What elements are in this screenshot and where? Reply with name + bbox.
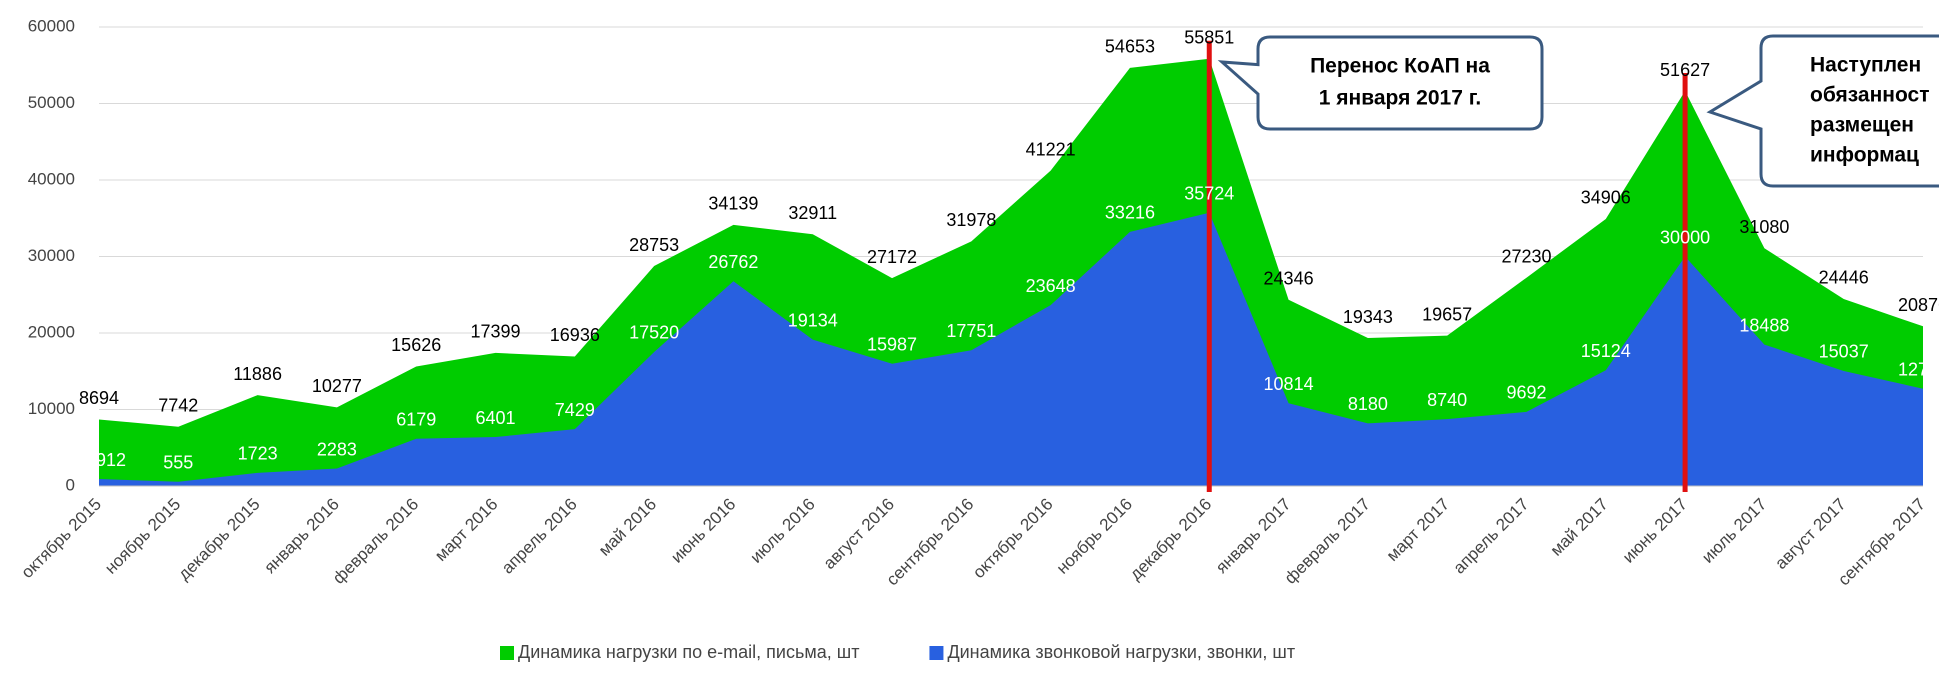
data-label: 17520: [629, 323, 679, 343]
data-label: 912: [96, 450, 126, 470]
data-label: 19657: [1422, 304, 1472, 324]
data-label: 11886: [233, 364, 282, 384]
callout: [1217, 35, 1544, 131]
data-label: 15124: [1581, 341, 1631, 361]
data-label: 10814: [1264, 374, 1314, 394]
y-tick-label: 50000: [28, 93, 75, 112]
data-label: 7742: [158, 396, 198, 416]
x-tick-label: октябрь 2015: [18, 495, 105, 582]
data-label: 26762: [708, 252, 758, 272]
data-label: 24446: [1819, 268, 1869, 288]
data-label: 18488: [1739, 315, 1789, 335]
data-label: 6179: [396, 409, 436, 429]
data-label: 1723: [238, 444, 278, 464]
x-tick-label: ноябрь 2015: [101, 495, 184, 578]
data-label: 6401: [475, 408, 515, 428]
x-tick-label: январь 2016: [260, 495, 343, 578]
data-label: 8740: [1427, 390, 1467, 410]
y-tick-label: 0: [66, 475, 75, 494]
data-label: 31080: [1739, 217, 1789, 237]
data-label: 17751: [946, 321, 996, 341]
x-tick-label: февраль 2017: [1281, 495, 1374, 588]
data-label: 16936: [550, 325, 600, 345]
data-label: 23648: [1026, 276, 1076, 296]
data-label: 8180: [1348, 394, 1388, 414]
x-tick-label: май 2016: [595, 495, 660, 560]
data-label: 54653: [1105, 37, 1155, 57]
x-tick-label: март 2017: [1383, 495, 1453, 565]
data-label: 15037: [1819, 342, 1869, 362]
data-label: 27172: [867, 247, 917, 267]
x-tick-label: июль 2017: [1698, 495, 1770, 567]
x-tick-label: февраль 2016: [329, 495, 422, 588]
data-label: 15626: [391, 335, 441, 355]
x-tick-label: июнь 2016: [667, 495, 739, 567]
data-label: 19343: [1343, 307, 1393, 327]
annotation: размещен: [1810, 114, 1914, 137]
annotation: Перенос КоАП на: [1310, 55, 1490, 78]
x-tick-label: июнь 2017: [1619, 495, 1691, 567]
legend-swatch: [929, 646, 944, 660]
data-label: 34906: [1581, 188, 1631, 208]
x-tick-label: апрель 2017: [1450, 495, 1533, 578]
data-label: 15987: [867, 334, 917, 354]
x-tick-label: март 2016: [431, 495, 501, 565]
data-label: 41221: [1026, 139, 1076, 159]
legend-label: Динамика звонковой нагрузки, звонки, шт: [947, 642, 1295, 662]
legend-swatch: [500, 646, 514, 660]
area: [99, 58, 1923, 487]
x-tick-label: апрель 2016: [498, 495, 581, 578]
x-tick-label: август 2016: [820, 495, 898, 573]
x-tick-label: декабрь 2015: [174, 495, 263, 584]
data-label: 10277: [312, 376, 362, 396]
data-label: 17399: [470, 322, 520, 342]
x-tick-label: октябрь 2016: [969, 495, 1056, 582]
data-label: 20876: [1898, 295, 1939, 315]
x-tick-label: май 2017: [1547, 495, 1612, 560]
annotation: обязанност: [1810, 84, 1930, 107]
x-tick-label: декабрь 2016: [1126, 495, 1215, 584]
data-label: 8694: [79, 388, 119, 408]
x-tick-label: июль 2016: [746, 495, 818, 567]
x-tick-label: ноябрь 2016: [1053, 495, 1136, 578]
data-label: 7429: [555, 400, 595, 420]
data-label: 9692: [1506, 383, 1546, 403]
data-label: 28753: [629, 235, 679, 255]
data-label: 33216: [1105, 203, 1155, 223]
x-tick-label: январь 2017: [1212, 495, 1295, 578]
data-label: 27230: [1501, 246, 1551, 266]
legend-label: Динамика нагрузки по e-mail, письма, шт: [518, 642, 859, 662]
data-label: 2283: [317, 439, 357, 459]
data-label: 32911: [788, 203, 837, 223]
y-tick-label: 40000: [28, 169, 75, 188]
data-label: 35724: [1184, 183, 1234, 203]
data-label: 31978: [946, 210, 996, 230]
data-label: 12716: [1898, 359, 1939, 379]
y-tick-label: 60000: [28, 16, 75, 35]
data-label: 34139: [708, 194, 758, 214]
y-tick-label: 10000: [28, 399, 75, 418]
data-label: 24346: [1264, 269, 1314, 289]
y-tick-label: 30000: [28, 246, 75, 265]
annotation: информац: [1810, 144, 1919, 167]
annotation: Наступлен: [1810, 54, 1921, 77]
area: [99, 212, 1923, 486]
data-label: 555: [163, 453, 193, 473]
annotation: 1 января 2017 г.: [1319, 87, 1481, 110]
y-tick-label: 20000: [28, 322, 75, 341]
data-label: 30000: [1660, 227, 1710, 247]
data-label: 51627: [1660, 60, 1710, 80]
x-tick-label: август 2017: [1771, 495, 1849, 573]
data-label: 55851: [1184, 27, 1234, 47]
data-label: 19134: [788, 310, 838, 330]
callout: [1706, 34, 1939, 188]
